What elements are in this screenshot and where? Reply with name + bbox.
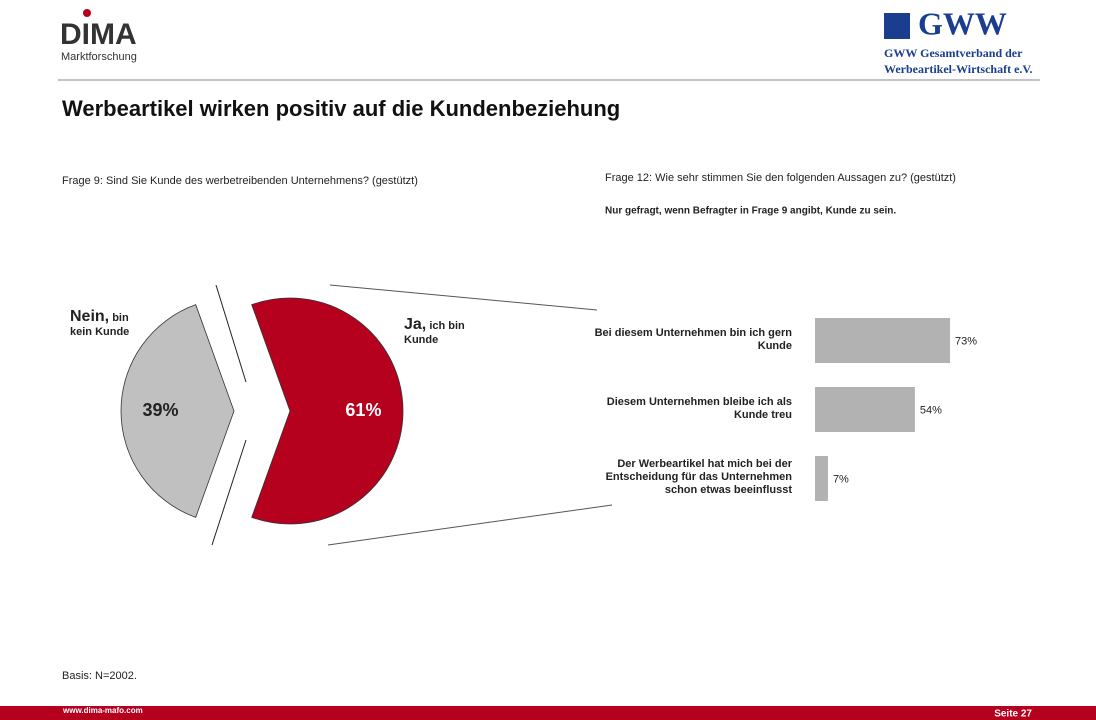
note: Nur gefragt, wenn Befragter in Frage 9 a…: [605, 206, 896, 217]
category-main: Nein,: [70, 308, 110, 325]
bar: [815, 456, 828, 501]
pie-slice: [120, 304, 235, 518]
bar-category: Diesem Unternehmen bleibe ich als Kunde …: [606, 395, 792, 421]
basis: Basis: N=2002.: [62, 670, 137, 682]
logo-right: GWW: [918, 5, 1007, 41]
logo-right-line: GWW Gesamtverband der: [884, 46, 1023, 60]
bar: [815, 318, 951, 363]
pie-category: Ja, ich bin Kunde: [404, 316, 486, 346]
logo-left-sub: Marktforschung: [61, 51, 137, 63]
bar-value-label: 73%: [955, 335, 977, 347]
footer-page: Seite 27: [994, 709, 1032, 720]
pie-slice: [251, 297, 404, 525]
deco-line: [215, 284, 247, 383]
bar-category: Der Werbeartikel hat mich bei der Entsch…: [605, 458, 792, 496]
subtitle: Frage 12: Wie sehr stimmen Sie den folge…: [605, 172, 956, 184]
deco-line: [211, 439, 247, 546]
logo-right-line: Werbeartikel-Wirtschaft e.V.: [884, 62, 1033, 76]
connector: [329, 284, 598, 311]
connector: [327, 504, 613, 546]
pie-category: Nein, bin kein Kunde: [70, 308, 150, 338]
bar-value-label: 7%: [833, 473, 849, 485]
bar-value-label: 54%: [920, 404, 942, 416]
logo-square: [884, 13, 910, 39]
footer-bar: [0, 706, 1096, 720]
subtitle: Frage 9: Sind Sie Kunde des werbetreiben…: [62, 175, 418, 187]
title: Werbeartikel wirken positiv auf die Kund…: [62, 96, 620, 121]
logo-dot: [83, 9, 91, 17]
logo-left: DIMA: [60, 18, 137, 51]
category-main: Ja,: [404, 316, 427, 333]
bar: [815, 387, 915, 432]
bar-category: Bei diesem Unternehmen bin ich gern Kund…: [594, 326, 792, 352]
category-note: bin kein Kunde: [70, 312, 130, 338]
pie-value-label: 39%: [143, 400, 179, 420]
category-note: ich bin Kunde: [404, 320, 465, 346]
footer-url: www.dima-mafo.com: [62, 706, 143, 715]
pie-value-label: 61%: [345, 400, 381, 420]
